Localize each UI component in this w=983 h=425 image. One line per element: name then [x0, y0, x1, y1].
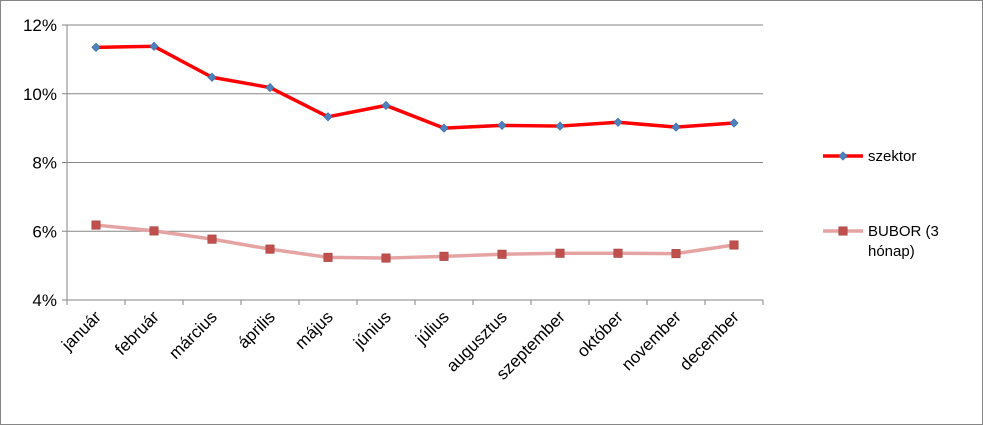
y-tick-label: 8%	[32, 154, 57, 173]
data-point	[555, 248, 565, 258]
x-tick-label: július	[411, 307, 453, 349]
data-point	[149, 226, 159, 236]
x-tick-label: december	[676, 307, 743, 374]
data-point	[613, 117, 623, 127]
y-tick-label: 4%	[32, 291, 57, 310]
y-tick-label: 12%	[23, 16, 57, 35]
data-point	[91, 220, 101, 230]
data-point	[149, 41, 159, 51]
x-tick-label: február	[111, 307, 163, 359]
data-point	[439, 251, 449, 261]
data-point	[91, 42, 101, 52]
legend-label-line: hónap)	[868, 243, 915, 260]
x-tick-label: június	[349, 307, 395, 353]
data-point	[323, 112, 333, 122]
y-axis-ticks: 4% 6% 8% 10% 12%	[23, 16, 57, 310]
axes	[62, 24, 764, 305]
series-line-1	[95, 44, 735, 130]
legend-label-line: BUBOR (3	[868, 223, 939, 240]
legend: szektor BUBOR (3 hónap)	[823, 148, 939, 260]
legend-label: BUBOR (3 hónap)	[868, 223, 939, 260]
legend-label: szektor	[868, 148, 916, 165]
x-tick-label: október	[573, 307, 627, 361]
y-tick-label: 6%	[32, 222, 57, 241]
data-point	[729, 118, 739, 128]
data-point	[729, 240, 739, 250]
x-tick-label: április	[234, 307, 279, 352]
data-point	[265, 244, 275, 254]
data-point	[838, 226, 848, 236]
series-group	[91, 41, 739, 263]
data-point	[497, 120, 507, 130]
x-tick-label: május	[291, 307, 337, 353]
y-tick-label: 10%	[23, 85, 57, 104]
x-tick-label: március	[165, 307, 221, 363]
data-point	[497, 249, 507, 259]
data-point	[323, 252, 333, 262]
data-point	[381, 100, 391, 111]
x-axis-ticks: január február március április május június jú…	[57, 307, 743, 383]
series-line-2	[95, 223, 735, 260]
data-point	[207, 234, 217, 244]
data-point	[207, 72, 217, 82]
x-tick-label: január	[57, 307, 105, 355]
data-point	[838, 151, 848, 161]
data-point	[671, 249, 681, 259]
data-point	[381, 253, 391, 263]
data-point	[613, 248, 623, 258]
legend-label-line: szektor	[868, 148, 916, 165]
data-point	[265, 82, 275, 93]
data-point	[439, 123, 449, 133]
data-point	[671, 122, 681, 132]
data-point	[555, 121, 565, 131]
x-tick-label: november	[618, 307, 685, 374]
